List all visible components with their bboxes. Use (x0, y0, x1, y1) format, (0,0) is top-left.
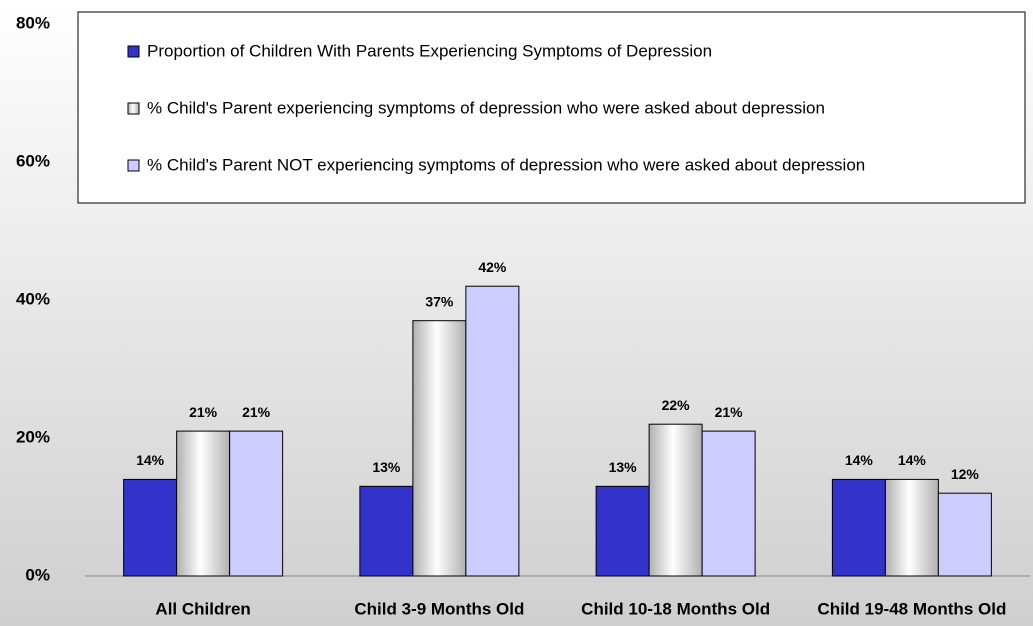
x-tick-label: Child 10-18 Months Old (581, 599, 770, 618)
legend-label: % Child's Parent NOT experiencing sympto… (147, 155, 865, 174)
value-label: 13% (609, 459, 638, 475)
x-tick-label: Child 3-9 Months Old (354, 599, 524, 618)
bar (648, 423, 703, 577)
y-tick-label: 80% (16, 13, 50, 32)
value-label: 42% (478, 259, 507, 275)
value-label: 14% (898, 452, 927, 468)
x-tick-label: All Children (155, 599, 250, 618)
value-label: 14% (136, 452, 165, 468)
bar (884, 478, 939, 577)
value-label: 21% (715, 404, 744, 420)
y-tick-label: 60% (16, 151, 50, 170)
bar (176, 430, 231, 577)
value-label: 22% (662, 397, 691, 413)
y-tick-label: 20% (16, 427, 50, 446)
y-tick-label: 40% (16, 289, 50, 308)
legend-label: Proportion of Children With Parents Expe… (147, 41, 712, 60)
bar (229, 430, 284, 577)
bar (465, 285, 520, 577)
legend-swatch (127, 45, 140, 58)
bar (831, 478, 886, 577)
legend-swatch (127, 102, 140, 115)
value-label: 21% (242, 404, 271, 420)
value-label: 12% (951, 466, 980, 482)
y-tick-label: 0% (25, 565, 50, 584)
legend-swatch (127, 159, 140, 172)
value-label: 21% (189, 404, 218, 420)
bar (123, 478, 178, 577)
bar (595, 485, 650, 577)
value-label: 13% (372, 459, 401, 475)
bar (359, 485, 414, 577)
x-tick-label: Child 19-48 Months Old (817, 599, 1006, 618)
bar (412, 320, 467, 577)
value-label: 37% (425, 293, 454, 309)
value-label: 14% (845, 452, 874, 468)
bar (937, 492, 992, 577)
legend-label: % Child's Parent experiencing symptoms o… (147, 98, 825, 117)
legend-box (77, 11, 1026, 204)
bar (701, 430, 756, 577)
